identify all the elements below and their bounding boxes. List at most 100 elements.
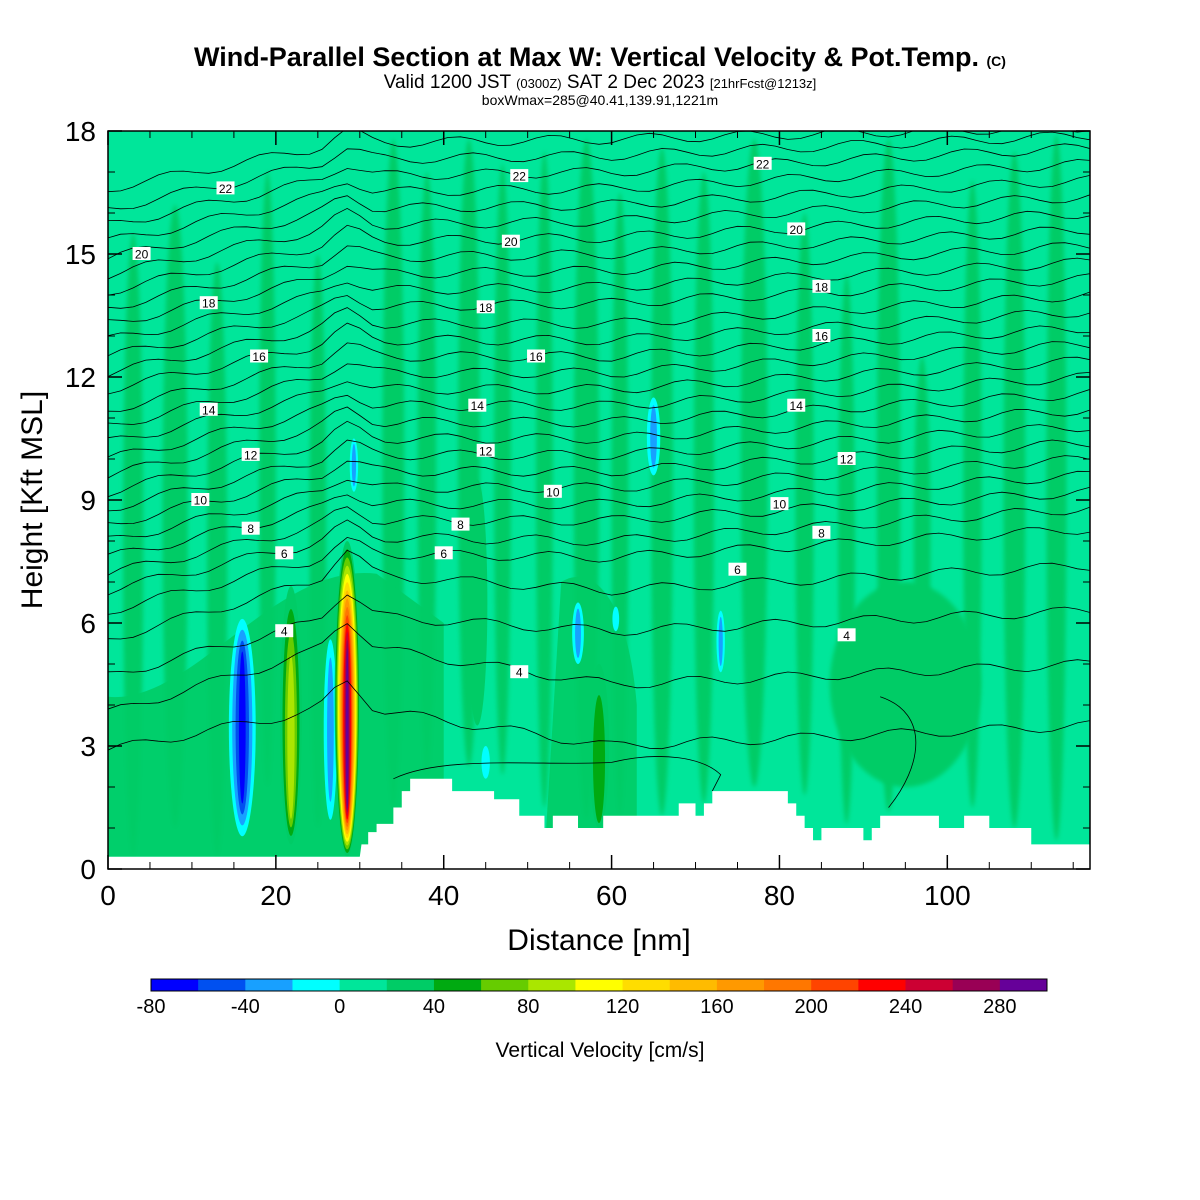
theta-contour-label: 8: [812, 525, 831, 540]
theta-contour: [108, 372, 1090, 458]
contour-label-box: [510, 169, 529, 183]
colorbar-swatch: [339, 979, 388, 991]
y-axis-title: Height [Kft MSL]: [16, 391, 49, 609]
contour-label-text: 4: [516, 666, 523, 680]
contour-label-box: [812, 279, 831, 293]
theta-contour-label: 22: [510, 169, 529, 184]
contour-label-box: [216, 181, 235, 195]
contour-label-box: [241, 447, 260, 461]
colorbar-title: Vertical Velocity [cm/s]: [496, 1039, 705, 1062]
y-tick-label: 0: [80, 854, 96, 885]
colorbar-swatch: [386, 979, 435, 991]
theta-contour: [108, 408, 1090, 498]
contour-label-text: 16: [252, 350, 266, 364]
theta-contour: [393, 756, 722, 792]
theta-contour: [108, 455, 1090, 538]
colorbar-swatch: [622, 979, 671, 991]
theta-contour: [108, 325, 1090, 412]
theta-contour-label: 14: [468, 398, 487, 413]
theta-contour: [880, 696, 917, 808]
contour-label-text: 6: [281, 547, 288, 561]
theta-contour: [108, 131, 1090, 210]
theta-contour-label: 14: [199, 402, 218, 417]
downdraft-core: [238, 651, 246, 804]
contour-label-text: 20: [504, 235, 518, 249]
contour-label-box: [275, 546, 294, 560]
colorbar-swatch: [151, 979, 199, 991]
contour-label-box: [543, 484, 562, 498]
x-tick-label: 100: [924, 880, 971, 911]
contour-label-box: [275, 624, 294, 638]
downdraft-core: [575, 608, 581, 658]
theta-contour-label: 22: [753, 156, 772, 171]
theta-contour-label: 8: [451, 517, 470, 532]
contour-label-text: 16: [529, 350, 543, 364]
colorbar-tick-label: 240: [889, 996, 922, 1018]
theta-contour: [108, 486, 1090, 576]
contour-label-box: [451, 517, 470, 531]
theta-contour: [108, 309, 1090, 395]
theta-contour: [108, 210, 1090, 296]
colorbar-swatch: [764, 979, 812, 991]
contour-label-text: 18: [479, 301, 493, 315]
weak-updraft-streak: [494, 163, 511, 775]
contour-label-box: [837, 452, 856, 465]
theta-contour: [108, 175, 1090, 260]
theta-contour: [108, 341, 1090, 425]
contour-label-box: [241, 521, 260, 535]
contour-label-text: 8: [457, 518, 464, 532]
theta-contour-label: 16: [527, 349, 546, 364]
contour-label-box: [199, 402, 218, 416]
theta-contour-label: 4: [837, 628, 856, 643]
updraft-core: [592, 695, 606, 824]
contour-label-text: 12: [244, 448, 258, 462]
contour-label-box: [812, 525, 831, 539]
colorbar-swatch: [198, 979, 246, 991]
theta-contour: [108, 143, 1090, 223]
contour-label-box: [199, 296, 218, 310]
contour-label-text: 10: [546, 485, 560, 499]
theta-contour: [108, 506, 1090, 596]
theta-contour: [108, 159, 1090, 239]
low-level-updraft-band: [108, 573, 444, 857]
theta-contour-label: 14: [787, 398, 806, 413]
contour-label-text: 20: [790, 223, 804, 237]
contour-label-text: 10: [773, 498, 787, 512]
contour-label-text: 18: [815, 280, 829, 294]
weak-updraft-streak: [693, 172, 714, 804]
y-tick-label: 12: [65, 362, 96, 393]
theta-contour: [108, 424, 1090, 512]
contour-label-box: [770, 497, 789, 511]
x-tick-label: 40: [428, 880, 459, 911]
updraft-core: [467, 479, 488, 726]
contour-label-box: [527, 349, 546, 363]
theta-contour-label: 20: [132, 247, 151, 262]
colorbar-swatch: [528, 979, 576, 991]
theta-contour: [108, 273, 1090, 357]
colorbar-tick-label: 40: [423, 996, 445, 1018]
contour-label-text: 10: [194, 494, 208, 508]
downdraft-core: [327, 657, 334, 802]
contour-label-text: 14: [790, 399, 804, 413]
valid-prefix: Valid 1200 JST: [383, 72, 511, 93]
theta-contour-label: 12: [476, 443, 495, 458]
colorbar-swatch: [999, 979, 1048, 991]
theta-contour-label: 18: [199, 296, 218, 311]
chart-subtitle: Valid 1200 JST (0300Z) SAT 2 Dec 2023 [2…: [0, 72, 1200, 94]
theta-contour-label: 18: [476, 300, 495, 315]
theta-contour-label: 6: [728, 562, 747, 577]
contour-label-box: [787, 398, 806, 412]
theta-contour-label: 18: [812, 279, 831, 294]
contour-label-text: 14: [471, 399, 485, 413]
x-tick-label: 20: [260, 880, 291, 911]
y-tick-label: 6: [80, 608, 96, 639]
colorbar-swatch: [952, 979, 1001, 991]
downdraft-core: [612, 606, 620, 632]
colorbar-swatch: [811, 979, 859, 991]
contour-label-text: 12: [840, 453, 854, 467]
weak-updraft-streak: [740, 139, 768, 787]
contour-label-text: 22: [513, 170, 527, 184]
box-info: boxWmax=285@40.41,139.91,1221m: [481, 92, 719, 108]
updraft-core: [345, 648, 349, 809]
theta-contour: [108, 439, 1090, 525]
